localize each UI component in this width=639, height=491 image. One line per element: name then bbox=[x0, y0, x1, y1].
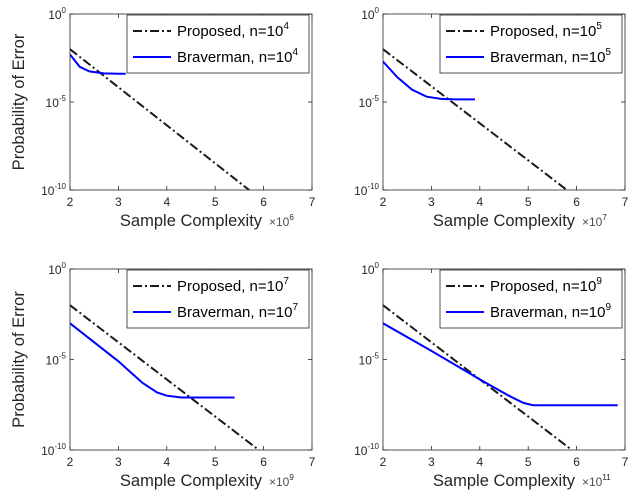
legend-entry: Proposed, n=104 bbox=[177, 21, 289, 40]
x-axis-label: Sample Complexity bbox=[120, 212, 263, 230]
subplot-2: 2 3 4 5 6 7 100 10-5 10-10 Sample Complexity ×107 P… bbox=[354, 6, 629, 230]
x-tick-label: 6 bbox=[573, 455, 580, 469]
subplot-3: 2 3 4 5 6 7 100 10-5 10-10 Sample Complexity ×109 P… bbox=[10, 261, 316, 490]
x-tick-label: 2 bbox=[67, 195, 74, 209]
x-tick-label: 7 bbox=[309, 455, 316, 469]
legend: Proposed, n=105 Braverman, n=105 bbox=[439, 14, 623, 74]
y-tick-label: 10-5 bbox=[46, 352, 67, 368]
x-tick-label: 5 bbox=[525, 455, 532, 469]
series-line-proposed bbox=[383, 48, 568, 190]
x-axis-multiplier: ×107 bbox=[582, 213, 607, 229]
x-tick-label: 3 bbox=[428, 455, 435, 469]
x-tick-label: 7 bbox=[622, 455, 629, 469]
series-line-braverman bbox=[70, 322, 235, 399]
legend-entry: Braverman, n=109 bbox=[490, 302, 611, 321]
x-tick-label: 2 bbox=[380, 195, 387, 209]
y-tick-label: 10-5 bbox=[359, 352, 380, 368]
x-tick-label: 4 bbox=[476, 195, 483, 209]
legend-box bbox=[126, 269, 310, 329]
series-line-braverman bbox=[383, 322, 618, 407]
legend-box bbox=[439, 269, 623, 329]
subplot-1: 2 3 4 5 6 7 100 10-5 10-10 Sample Complexity ×106 P… bbox=[10, 6, 316, 230]
series-line-proposed bbox=[70, 304, 260, 450]
x-tick-label: 5 bbox=[212, 455, 219, 469]
y-tick-label: 10-10 bbox=[354, 442, 379, 458]
legend-box bbox=[439, 14, 623, 74]
y-axis-label: Probability of Error bbox=[10, 291, 28, 428]
legend-box bbox=[126, 14, 310, 74]
legend-entry: Proposed, n=107 bbox=[177, 276, 289, 295]
x-axis-multiplier: ×1011 bbox=[582, 473, 611, 489]
legend-entry: Braverman, n=105 bbox=[490, 47, 611, 66]
x-tick-label: 3 bbox=[115, 455, 122, 469]
x-tick-label: 3 bbox=[428, 195, 435, 209]
x-tick-label: 6 bbox=[260, 195, 267, 209]
x-tick-label: 3 bbox=[115, 195, 122, 209]
x-axis-multiplier: ×106 bbox=[269, 213, 294, 229]
y-tick-label: 100 bbox=[48, 6, 66, 22]
y-tick-label: 10-5 bbox=[359, 94, 380, 110]
series-line-proposed bbox=[383, 304, 573, 450]
series-line-braverman bbox=[70, 53, 126, 75]
legend: Proposed, n=109 Braverman, n=109 bbox=[439, 269, 623, 329]
x-tick-label: 6 bbox=[573, 195, 580, 209]
legend: Proposed, n=107 Braverman, n=107 bbox=[126, 269, 310, 329]
y-tick-label: 100 bbox=[361, 6, 379, 22]
y-tick-label: 10-10 bbox=[354, 182, 379, 198]
legend: Proposed, n=104 Braverman, n=104 bbox=[126, 14, 310, 74]
legend-entry: Braverman, n=107 bbox=[177, 302, 298, 321]
y-tick-label: 100 bbox=[361, 261, 379, 277]
y-tick-label: 100 bbox=[48, 261, 66, 277]
series-line-braverman bbox=[383, 60, 475, 101]
legend-entry: Proposed, n=105 bbox=[490, 21, 602, 40]
x-tick-label: 4 bbox=[163, 455, 170, 469]
x-tick-label: 7 bbox=[622, 195, 629, 209]
x-tick-label: 6 bbox=[260, 455, 267, 469]
legend-entry: Proposed, n=109 bbox=[490, 276, 602, 295]
y-tick-label: 10-10 bbox=[41, 182, 66, 198]
subplot-4: 2 3 4 5 6 7 100 10-5 10-10 Sample Complexity ×1011… bbox=[354, 261, 629, 490]
x-tick-label: 2 bbox=[380, 455, 387, 469]
x-axis-label: Sample Complexity bbox=[433, 212, 576, 230]
y-axis-label: Probability of Error bbox=[10, 33, 28, 170]
x-tick-label: 4 bbox=[163, 195, 170, 209]
x-tick-label: 5 bbox=[212, 195, 219, 209]
x-axis-multiplier: ×109 bbox=[269, 473, 294, 489]
x-tick-label: 2 bbox=[67, 455, 74, 469]
x-axis-label: Sample Complexity bbox=[433, 472, 576, 490]
x-axis-label: Sample Complexity bbox=[120, 472, 263, 490]
y-tick-label: 10-5 bbox=[46, 94, 67, 110]
x-tick-label: 7 bbox=[309, 195, 316, 209]
x-tick-label: 4 bbox=[476, 455, 483, 469]
x-tick-label: 5 bbox=[525, 195, 532, 209]
y-tick-label: 10-10 bbox=[41, 442, 66, 458]
legend-entry: Braverman, n=104 bbox=[177, 47, 298, 66]
